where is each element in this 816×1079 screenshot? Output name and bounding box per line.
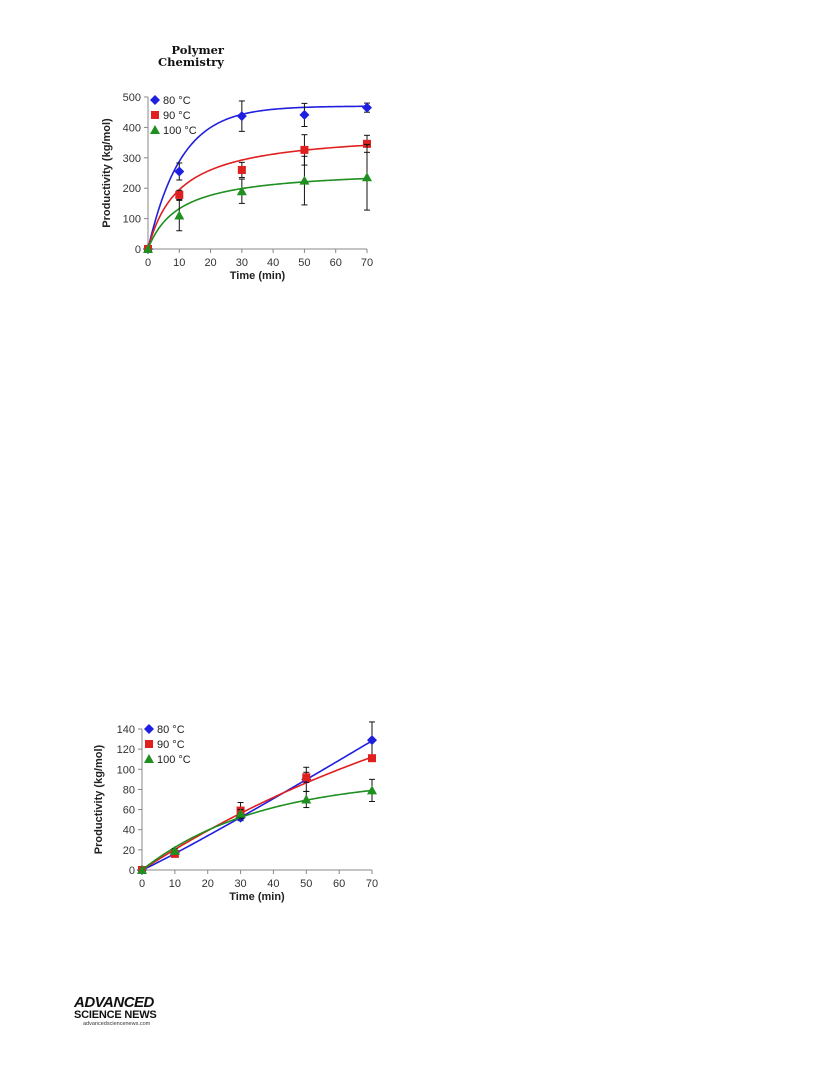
chart-2-legend-marker-1 <box>145 740 153 748</box>
journal-logo: Polymer Chemistry <box>150 44 230 68</box>
productivity-chart-top: 0 100 200 300 400 500 0 10 20 30 40 50 60 70 Time (min… <box>0 78 400 300</box>
publisher-logo-line1: ADVANCED <box>74 994 154 1011</box>
chart-1-point <box>236 111 247 122</box>
chart-1-point <box>363 139 371 148</box>
chart-1-y-tick-label: 200 <box>123 183 141 195</box>
chart-1-point <box>175 190 184 199</box>
publisher-url: advancedsciencenews.com <box>83 1021 151 1027</box>
chart-1-fit-curve-2 <box>147 177 368 250</box>
chart-1-series-1 <box>144 134 371 253</box>
chart-1-legend-label-0: 80 °C <box>163 95 191 107</box>
chart-2-point <box>301 794 312 804</box>
publisher-logo: ADVANCED SCIENCE NEWS advancedsciencenew… <box>74 994 174 1028</box>
chart-1-x-tick-label: 10 <box>173 257 185 269</box>
journal-logo-line1: Polymer <box>171 43 224 57</box>
chart-2-y-tick-label: 40 <box>123 825 135 837</box>
chart-2-x-tick-label: 50 <box>300 878 312 890</box>
chart-2-y-tick-label: 120 <box>117 744 135 756</box>
chart-1-x-tick-label: 40 <box>267 257 279 269</box>
chart-2-legend-marker-2 <box>144 754 154 763</box>
chart-1-series-0 <box>143 100 372 254</box>
chart-1-point <box>362 172 372 182</box>
chart-2-x-tick-label: 10 <box>169 878 181 890</box>
chart-1-point <box>236 186 247 196</box>
chart-2-point <box>137 865 147 874</box>
chart-2-series-1 <box>138 754 376 874</box>
productivity-chart-top-svg: 0 100 200 300 400 500 0 10 20 30 40 50 60 70 Time (min… <box>101 92 373 282</box>
chart-2-point <box>235 808 246 818</box>
chart-1-x-tick-label: 60 <box>330 257 342 269</box>
chart-1-x-tick-label: 30 <box>236 257 248 269</box>
chart-1-legend-label-2: 100 °C <box>163 125 197 137</box>
chart-2-point <box>302 773 311 782</box>
chart-1-y-tick-label: 100 <box>123 214 141 226</box>
chart-1-point <box>174 210 185 220</box>
chart-1-y-axis-title: Productivity (kg/mol) <box>101 118 113 228</box>
chart-2-x-tick-label: 0 <box>139 878 145 890</box>
chart-1-x-tick-label: 20 <box>204 257 216 269</box>
chart-2-point <box>368 754 376 763</box>
chart-1-fit-curve-0 <box>147 105 368 250</box>
chart-2-y-tick-label: 60 <box>123 805 135 817</box>
chart-2-fit-curve-0 <box>141 740 373 871</box>
chart-1-point <box>299 175 310 185</box>
chart-2-x-tick-label: 30 <box>234 878 246 890</box>
productivity-chart-bottom-svg: 0 20 40 60 80 100 120 140 0 10 20 30 40 50 60 70 Time (m… <box>93 721 378 903</box>
chart-2-legend-label-2: 100 °C <box>157 754 191 766</box>
chart-2-fit-curve-2 <box>141 789 373 871</box>
chart-2-x-tick-label: 60 <box>333 878 345 890</box>
chart-2-legend-label-0: 80 °C <box>157 724 185 736</box>
publisher-logo-line2: SCIENCE NEWS <box>74 1009 157 1021</box>
chart-2-point <box>367 735 377 746</box>
chart-2-point <box>169 845 180 855</box>
chart-1-fit-curve-1 <box>147 144 368 250</box>
chart-1-x-tick-label: 50 <box>298 257 310 269</box>
chart-2-y-axis-title: Productivity (kg/mol) <box>93 744 105 854</box>
chart-2-point <box>367 785 377 795</box>
chart-2-y-tick-label: 80 <box>123 784 135 796</box>
chart-1-x-tick-label: 70 <box>361 257 373 269</box>
productivity-chart-bottom: 0 20 40 60 80 100 120 140 0 10 20 30 40 50 60 70 Time (m… <box>0 712 400 922</box>
chart-2-y-tick-label: 100 <box>117 764 135 776</box>
chart-1-legend-marker-0 <box>150 95 160 105</box>
chart-1-point <box>362 102 372 113</box>
chart-1-point <box>300 145 309 154</box>
chart-1-y-tick-label: 500 <box>123 92 141 104</box>
chart-2-x-tick-label: 20 <box>202 878 214 890</box>
chart-1-x-axis-title: Time (min) <box>230 270 286 282</box>
chart-1-legend-label-1: 90 °C <box>163 110 191 122</box>
chart-1-legend-marker-2 <box>150 125 160 134</box>
chart-2-x-tick-label: 70 <box>366 878 378 890</box>
chart-1-point <box>174 166 185 177</box>
chart-1-y-tick-label: 400 <box>123 122 141 134</box>
chart-1-point <box>299 109 310 120</box>
chart-2-fit-curve-1 <box>141 756 373 871</box>
chart-2-y-tick-label: 140 <box>117 724 135 736</box>
chart-2-legend-marker-0 <box>144 724 154 734</box>
chart-1-y-tick-label: 0 <box>135 244 141 256</box>
chart-1-legend-marker-1 <box>151 111 159 119</box>
journal-logo-line2: Chemistry <box>158 55 224 69</box>
chart-1-x-tick-label: 0 <box>145 257 151 269</box>
chart-1-y-tick-label: 300 <box>123 153 141 165</box>
chart-2-legend-label-1: 90 °C <box>157 739 185 751</box>
chart-1-point <box>237 165 246 174</box>
chart-2-y-tick-label: 20 <box>123 845 135 857</box>
chart-2-x-tick-label: 40 <box>267 878 279 890</box>
chart-2-y-tick-label: 0 <box>129 865 135 877</box>
chart-2-series-2 <box>137 778 377 874</box>
chart-1-point <box>143 244 153 253</box>
chart-2-x-axis-title: Time (min) <box>229 891 285 903</box>
chart-1-series-2 <box>143 143 372 253</box>
